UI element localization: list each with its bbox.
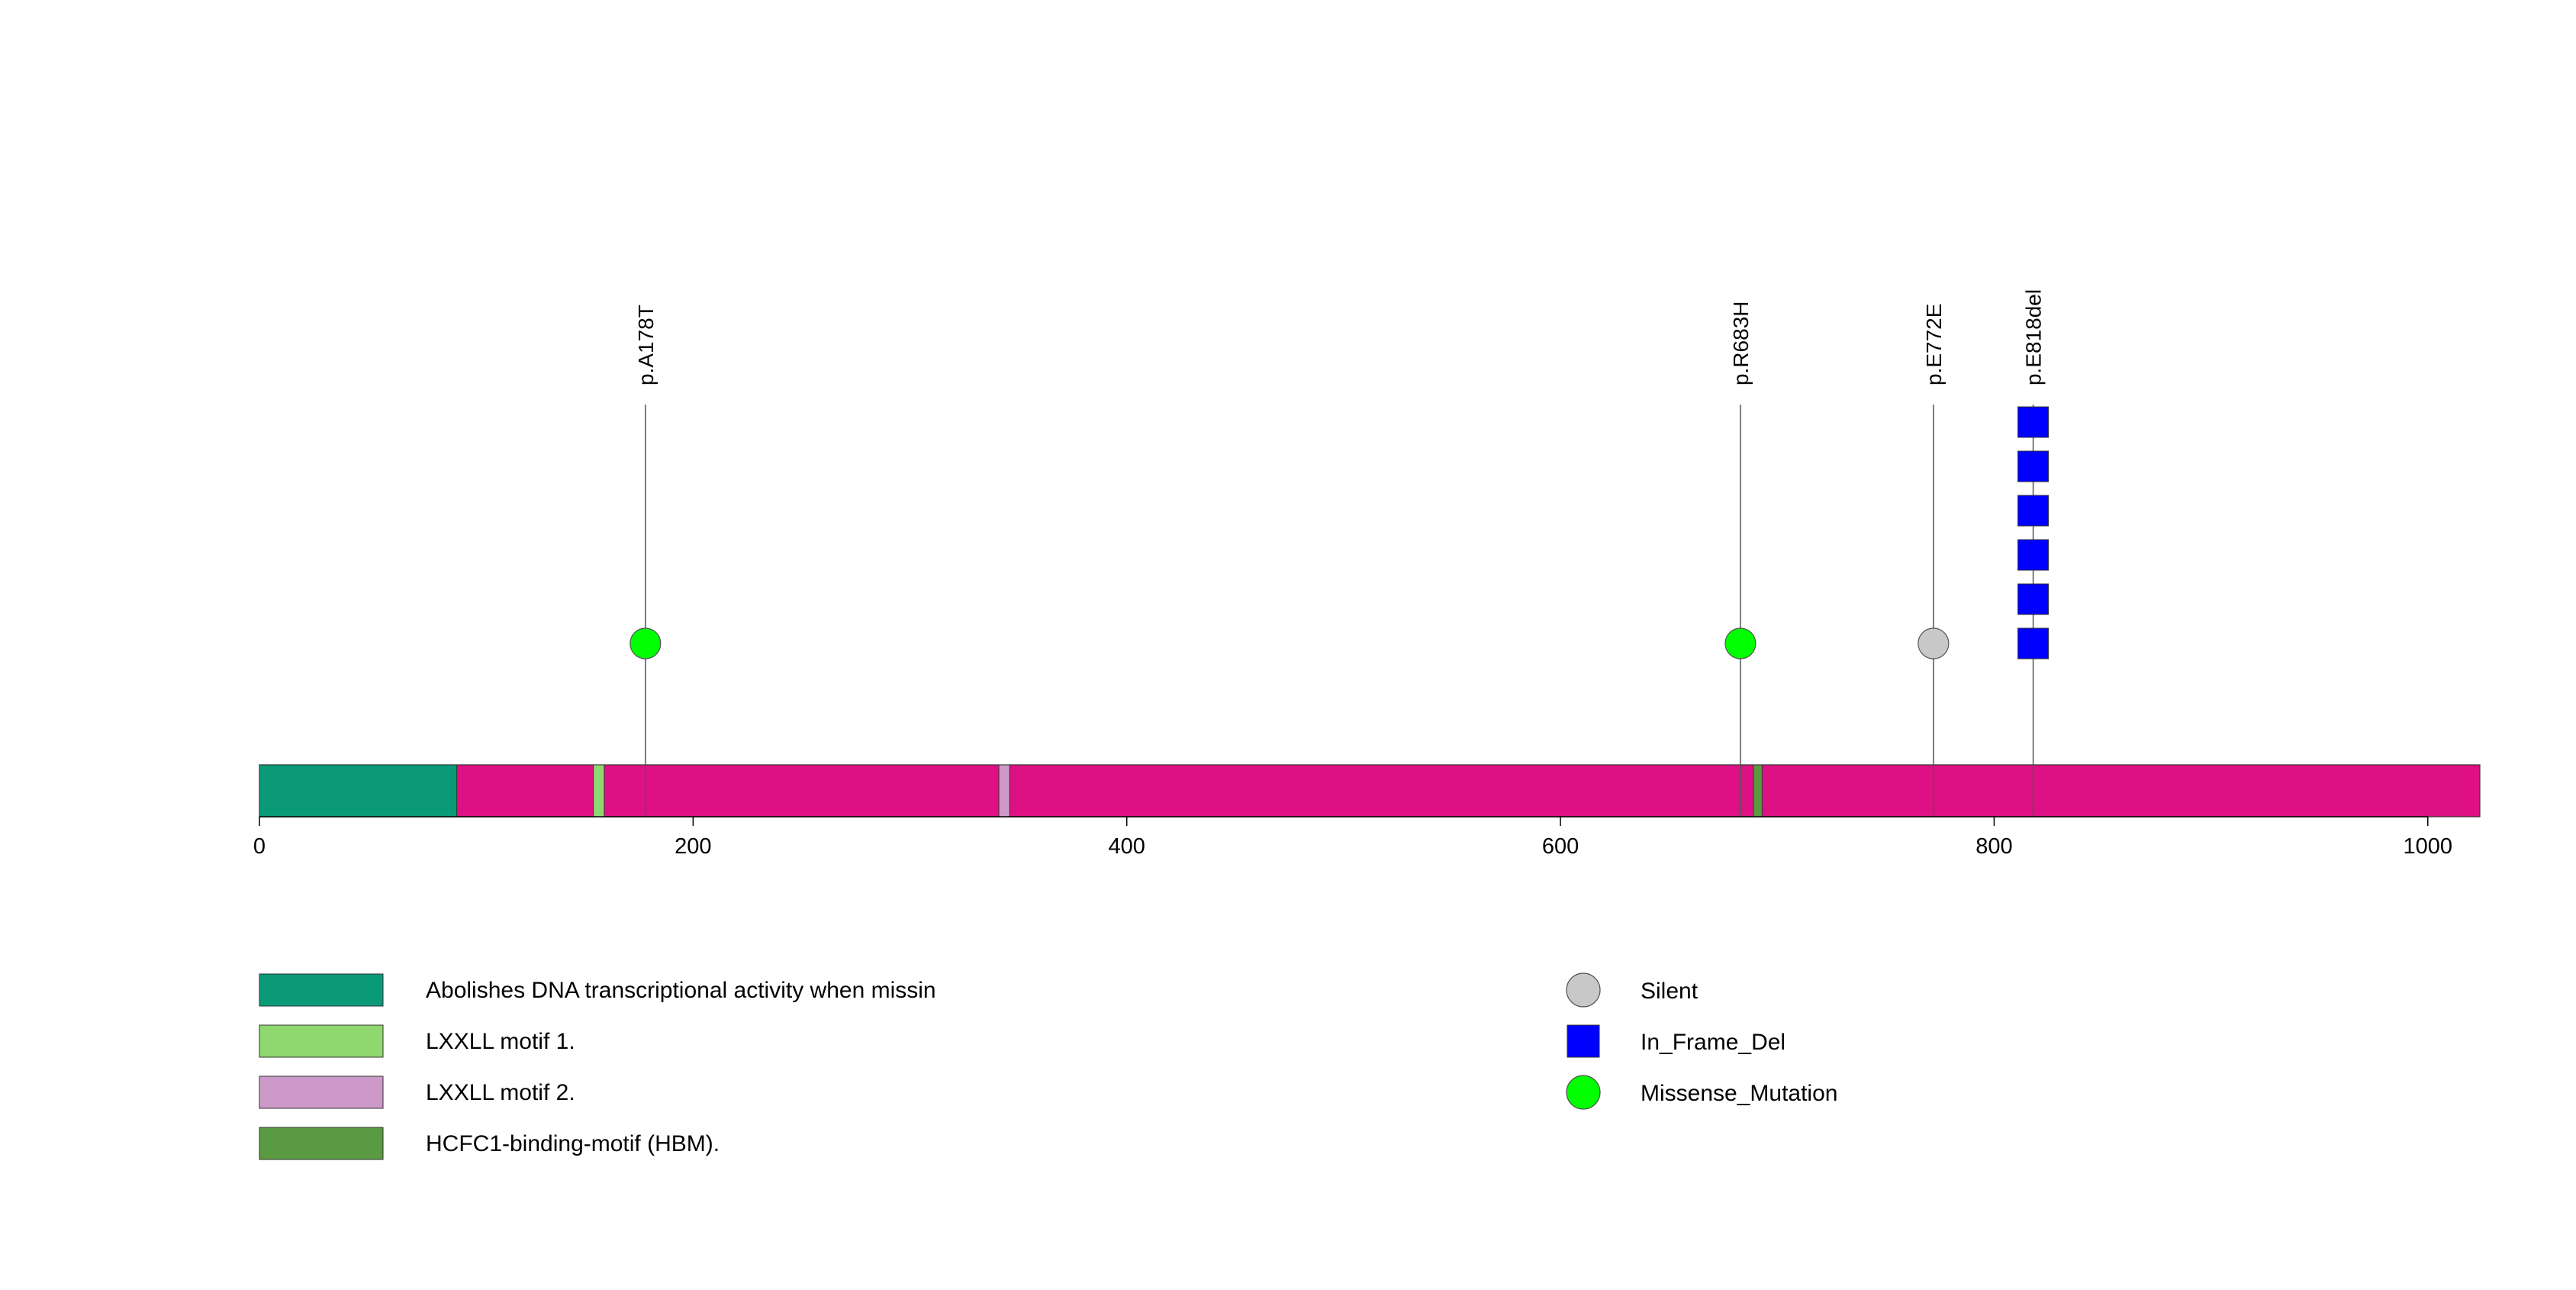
type-legend-label: In_Frame_Del (1641, 1030, 1785, 1055)
domain-region (259, 764, 458, 818)
mutation-label: p.E818del (2022, 289, 2046, 385)
type-legend-square (1567, 1024, 1600, 1058)
domain-legend: Abolishes DNA transcriptional activity w… (259, 973, 936, 1160)
domain-legend-swatch (259, 1024, 384, 1058)
protein-bar (259, 764, 2481, 818)
domain-region (998, 764, 1010, 818)
in-frame-del-marker (2017, 539, 2050, 571)
x-tick-label: 800 (1975, 834, 2012, 859)
type-legend-circle (1566, 972, 1601, 1008)
silent-marker (1918, 627, 1950, 660)
domain-legend-swatch (259, 1127, 384, 1160)
domain-legend-swatch (259, 1076, 384, 1109)
in-frame-del-marker (2017, 583, 2050, 615)
in-frame-del-marker (2017, 495, 2050, 527)
domain-legend-label: HCFC1-binding-motif (HBM). (426, 1131, 720, 1156)
domain-legend-label: LXXLL motif 2. (426, 1080, 575, 1105)
domain-region (593, 764, 605, 818)
mutation-markers (630, 406, 2050, 660)
in-frame-del-marker (2017, 627, 2050, 660)
in-frame-del-marker (2017, 406, 2050, 438)
protein-backbone (259, 764, 2481, 818)
mutation-type-legend: Silent In_Frame_Del Missense_Mutation (1566, 972, 1837, 1110)
domain-legend-swatch (259, 973, 384, 1007)
mutation-label: p.E772E (1922, 304, 1946, 385)
domain-region (1753, 764, 1763, 818)
x-tick-label: 0 (253, 834, 266, 859)
x-axis: 0 200 400 600 800 1000 (253, 816, 2453, 859)
type-legend-label: Missense_Mutation (1641, 1081, 1837, 1106)
type-legend-label: Silent (1641, 979, 1699, 1004)
mutation-labels: p.A178T p.R683H p.E772E p.E818del (634, 289, 2046, 385)
stems-layer (645, 405, 2034, 765)
mutation-label: p.R683H (1729, 301, 1753, 385)
x-tick-label: 200 (675, 834, 711, 859)
missense-marker (630, 627, 662, 660)
x-tick-label: 400 (1109, 834, 1145, 859)
mutation-label: p.A178T (634, 305, 658, 385)
missense-marker (1724, 627, 1757, 660)
type-legend-circle (1566, 1075, 1601, 1110)
x-tick-label: 1000 (2404, 834, 2453, 859)
domain-legend-label: LXXLL motif 1. (426, 1029, 575, 1054)
in-frame-del-marker (2017, 450, 2050, 482)
mutation-cut-lines (645, 765, 2034, 817)
domain-legend-label: Abolishes DNA transcriptional activity w… (426, 978, 936, 1003)
x-tick-label: 600 (1542, 834, 1579, 859)
